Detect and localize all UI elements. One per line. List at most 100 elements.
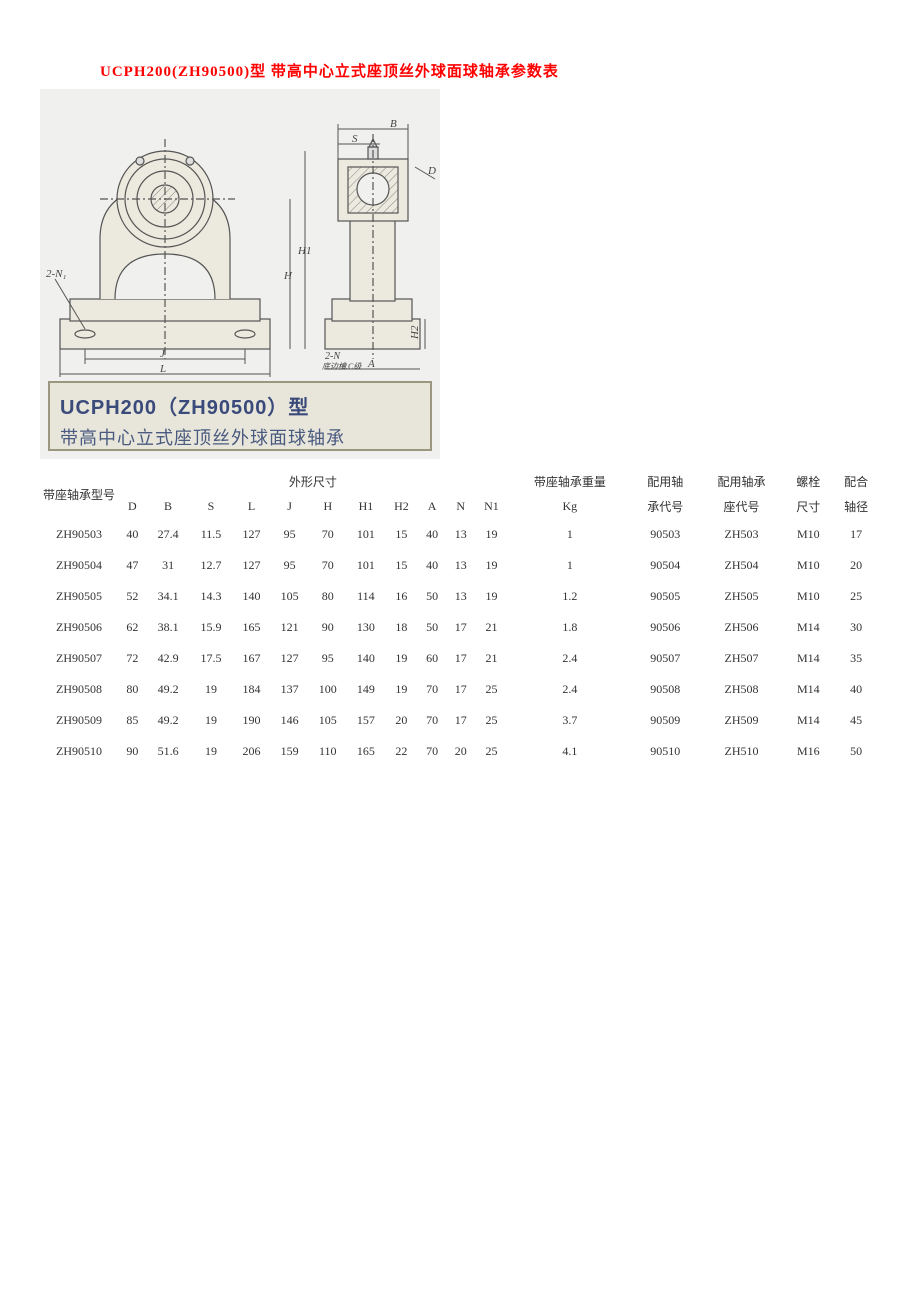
- table-row: ZH905077242.917.516712795140196017212.49…: [40, 643, 880, 674]
- cell-b: 31: [147, 550, 190, 581]
- cell-seat: ZH510: [699, 736, 785, 767]
- cell-l: 190: [232, 705, 270, 736]
- cell-bolt: M10: [784, 519, 832, 550]
- cell-b: 27.4: [147, 519, 190, 550]
- cell-h: 105: [309, 705, 347, 736]
- cell-seat: ZH504: [699, 550, 785, 581]
- cell-s: 19: [190, 705, 233, 736]
- cell-h2: 16: [385, 581, 418, 612]
- bearing-diagram-svg: 2-N₁ J L H H1: [40, 89, 440, 379]
- cell-d: 40: [118, 519, 147, 550]
- page-title: UCPH200(ZH90500)型 带高中心立式座顶丝外球面球轴承参数表: [100, 60, 880, 81]
- cell-shaft: 35: [832, 643, 880, 674]
- cell-l: 167: [232, 643, 270, 674]
- cell-bolt: M14: [784, 612, 832, 643]
- cell-n1: 25: [475, 674, 508, 705]
- cell-seat: ZH509: [699, 705, 785, 736]
- dim-h: H: [283, 270, 293, 282]
- cell-s: 15.9: [190, 612, 233, 643]
- cell-bearing: 90507: [632, 643, 699, 674]
- cell-seat: ZH506: [699, 612, 785, 643]
- cell-h: 90: [309, 612, 347, 643]
- cell-n1: 21: [475, 612, 508, 643]
- cell-shaft: 45: [832, 705, 880, 736]
- cell-s: 19: [190, 674, 233, 705]
- cell-h: 70: [309, 519, 347, 550]
- table-row: ZH905066238.115.916512190130185017211.89…: [40, 612, 880, 643]
- cell-n1: 21: [475, 643, 508, 674]
- cell-n1: 25: [475, 705, 508, 736]
- cell-l: 165: [232, 612, 270, 643]
- cell-h: 70: [309, 550, 347, 581]
- dim-a: A: [367, 358, 375, 370]
- cell-n1: 19: [475, 581, 508, 612]
- cell-kg: 1.2: [508, 581, 632, 612]
- cell-j: 159: [271, 736, 309, 767]
- cell-n: 20: [446, 736, 475, 767]
- spec-table: 带座轴承型号 外形尺寸 带座轴承重量 配用轴 配用轴承 螺栓 配合 D B S …: [40, 469, 880, 767]
- col-seat-1: 配用轴承: [699, 469, 785, 494]
- cell-n: 13: [446, 581, 475, 612]
- cell-h1: 157: [347, 705, 385, 736]
- cell-bolt: M14: [784, 674, 832, 705]
- col-h: H: [309, 494, 347, 519]
- cell-h2: 22: [385, 736, 418, 767]
- cell-kg: 2.4: [508, 643, 632, 674]
- cell-seat: ZH508: [699, 674, 785, 705]
- col-s: S: [190, 494, 233, 519]
- cell-b: 51.6: [147, 736, 190, 767]
- col-a: A: [418, 494, 447, 519]
- cell-n1: 19: [475, 550, 508, 581]
- cell-b: 34.1: [147, 581, 190, 612]
- table-row: ZH905088049.219184137100149197017252.490…: [40, 674, 880, 705]
- cell-model: ZH90505: [40, 581, 118, 612]
- cell-bolt: M10: [784, 550, 832, 581]
- dim-h1: H1: [297, 245, 311, 257]
- cell-kg: 1: [508, 519, 632, 550]
- col-weight: 带座轴承重量: [508, 469, 632, 494]
- cell-n: 13: [446, 550, 475, 581]
- col-shaft-2: 轴径: [832, 494, 880, 519]
- cell-j: 95: [271, 550, 309, 581]
- cell-d: 47: [118, 550, 147, 581]
- table-row: ZH905098549.219190146105157207017253.790…: [40, 705, 880, 736]
- col-kg: Kg: [508, 494, 632, 519]
- cell-h1: 101: [347, 550, 385, 581]
- cell-model: ZH90506: [40, 612, 118, 643]
- cell-bearing: 90509: [632, 705, 699, 736]
- cell-h1: 149: [347, 674, 385, 705]
- cell-n1: 25: [475, 736, 508, 767]
- cell-h2: 20: [385, 705, 418, 736]
- cell-model: ZH90507: [40, 643, 118, 674]
- cell-l: 127: [232, 550, 270, 581]
- cell-a: 50: [418, 612, 447, 643]
- cell-shaft: 30: [832, 612, 880, 643]
- cell-kg: 1.8: [508, 612, 632, 643]
- cell-bolt: M10: [784, 581, 832, 612]
- dim-note: 底边槽.C级: [322, 362, 362, 371]
- cell-kg: 2.4: [508, 674, 632, 705]
- cell-j: 146: [271, 705, 309, 736]
- cell-n: 17: [446, 643, 475, 674]
- cell-s: 19: [190, 736, 233, 767]
- col-dims: 外形尺寸: [118, 469, 508, 494]
- cell-a: 70: [418, 705, 447, 736]
- col-j: J: [271, 494, 309, 519]
- cell-h2: 19: [385, 674, 418, 705]
- cell-model: ZH90509: [40, 705, 118, 736]
- cell-shaft: 20: [832, 550, 880, 581]
- dim-b: B: [390, 118, 397, 130]
- col-h2: H2: [385, 494, 418, 519]
- col-l: L: [232, 494, 270, 519]
- cell-b: 38.1: [147, 612, 190, 643]
- cell-h: 100: [309, 674, 347, 705]
- cell-l: 184: [232, 674, 270, 705]
- cell-bolt: M14: [784, 643, 832, 674]
- cell-n1: 19: [475, 519, 508, 550]
- cell-n: 17: [446, 705, 475, 736]
- dim-s: S: [352, 133, 358, 145]
- cell-shaft: 17: [832, 519, 880, 550]
- cell-n: 13: [446, 519, 475, 550]
- cell-l: 127: [232, 519, 270, 550]
- cell-s: 11.5: [190, 519, 233, 550]
